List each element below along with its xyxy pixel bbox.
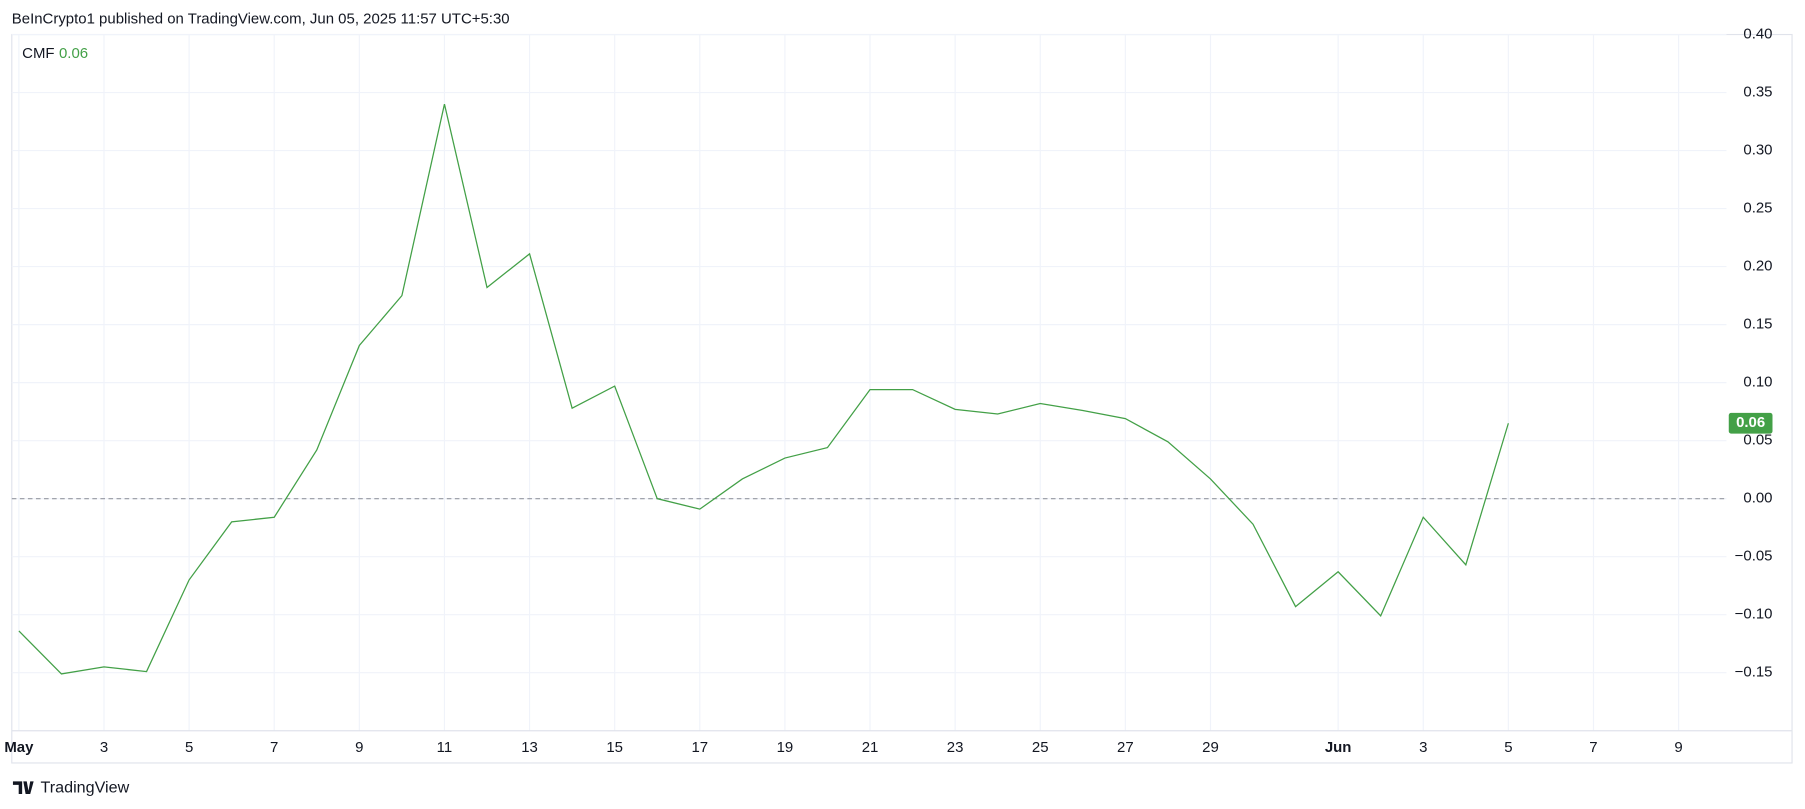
x-tick-label: 5	[185, 739, 193, 756]
x-tick-label: 7	[270, 739, 278, 756]
chart-frame	[11, 33, 1793, 764]
y-tick-label: −0.15	[1735, 664, 1773, 681]
legend-value: 0.06	[59, 45, 88, 62]
x-tick-label: Jun	[1325, 739, 1352, 756]
header: BeInCrypto1 published on TradingView.com…	[12, 11, 510, 28]
logo	[12, 781, 34, 795]
x-tick-label: 19	[777, 739, 794, 756]
y-tick-label: −0.05	[1735, 548, 1773, 565]
x-tick-label: 9	[355, 739, 363, 756]
y-tick-label: 0.00	[1743, 490, 1772, 507]
last-value-label: 0.06	[1736, 414, 1765, 431]
x-tick-label: 29	[1202, 739, 1219, 756]
x-tick-label: 7	[1589, 739, 1597, 756]
y-tick-label: 0.30	[1743, 142, 1772, 159]
x-tick-label: 13	[521, 739, 538, 756]
x-tick-label: 17	[691, 739, 708, 756]
y-tick-label: 0.05	[1743, 432, 1772, 449]
y-tick-label: 0.20	[1743, 258, 1772, 275]
x-tick-label: 9	[1674, 739, 1682, 756]
y-tick-label: 0.25	[1743, 200, 1772, 217]
last-value-badge	[1728, 412, 1773, 434]
x-tick-label: 15	[606, 739, 623, 756]
y-tick-label: 0.10	[1743, 374, 1772, 391]
footer: TradingView	[41, 779, 130, 797]
x-tick-label: 3	[1419, 739, 1427, 756]
y-tick-label: 0.35	[1743, 83, 1772, 100]
x-tick-label: 23	[947, 739, 964, 756]
x-tick-label: May	[4, 739, 34, 756]
x-tick-label: 5	[1504, 739, 1512, 756]
x-tick-label: 11	[437, 739, 453, 756]
x-tick-label: 3	[100, 739, 108, 756]
x-tick-label: 27	[1117, 739, 1134, 756]
y-tick-label: −0.10	[1735, 606, 1773, 623]
legend-name: CMF	[22, 45, 54, 62]
y-tick-label: 0.40	[1743, 25, 1772, 42]
y-tick-label: 0.15	[1743, 316, 1772, 333]
x-tick-label: 25	[1032, 739, 1049, 756]
x-tick-label: 21	[862, 739, 879, 756]
cmf-line	[18, 104, 1509, 675]
